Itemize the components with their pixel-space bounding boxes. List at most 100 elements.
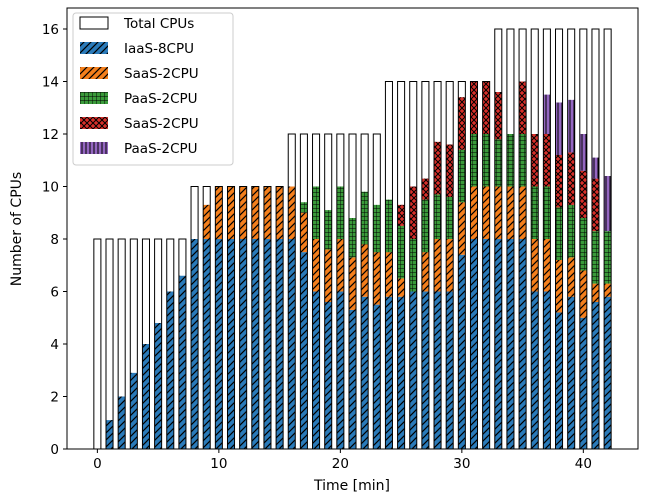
bar-hatch [543,239,551,292]
bar-hatch [397,225,405,279]
y-tick-label: 0 [50,442,59,458]
total-cpus-bar [93,238,102,450]
bar-hatch [312,239,320,292]
bar-hatch [166,291,174,449]
bar-hatch [543,94,551,134]
bar-hatch [446,144,454,197]
y-tick-label: 16 [42,22,59,38]
bar-hatch [446,197,454,239]
bar-hatch [519,186,527,239]
bar-hatch [555,155,563,208]
bar-hatch [519,239,527,449]
bar-hatch [348,257,357,310]
bar-hatch [591,283,600,302]
legend-label: Total CPUs [123,16,194,32]
y-tick-label: 12 [42,127,59,143]
bar-hatch [227,186,235,239]
bar-hatch [567,99,575,153]
bar-hatch [251,186,259,239]
bar-hatch [531,134,539,187]
bar-hatch [482,134,490,187]
bar-hatch [300,212,308,253]
bar-hatch [348,218,357,258]
bar-hatch [324,249,332,302]
y-tick-label: 6 [50,285,59,301]
bar-hatch [470,134,478,187]
bar-hatch [531,291,539,449]
bar-hatch [421,291,429,449]
bar-hatch [458,149,466,203]
bar-hatch [348,309,357,449]
bar-hatch [409,291,417,449]
bar-hatch [591,157,600,179]
x-tick-label: 10 [210,456,227,472]
bar-hatch [434,239,442,292]
y-tick-label: 14 [42,75,59,91]
total-cpus-bar [105,238,114,450]
bar-hatch [579,317,587,449]
bar-hatch [336,186,344,239]
legend-swatch-hatch [80,117,108,129]
x-axis: 0 10 20 30 40 [93,449,592,472]
legend-label: PaaS-2CPU [124,91,198,107]
bar-hatch [397,296,405,449]
bar-hatch [458,97,466,150]
bar-hatch [215,239,223,449]
bar-hatch [434,141,442,195]
bar-hatch [470,186,478,239]
bar-hatch [555,102,563,155]
bar-hatch [494,186,502,239]
bar-hatch [130,372,138,449]
bar-hatch [446,239,454,292]
bar-hatch [591,302,600,449]
bar-hatch [361,244,369,297]
bar-hatch [567,257,575,297]
bar-hatch [579,170,587,218]
bar-hatch [324,210,332,250]
bar-hatch [300,252,308,449]
bar-hatch [191,239,199,449]
y-tick-label: 8 [50,232,59,248]
bar-hatch [506,186,514,239]
bar-hatch [105,420,114,449]
bar-hatch [263,239,271,449]
x-axis-label: Time [min] [313,478,390,494]
bar-hatch [470,239,478,449]
bar-hatch [604,231,612,284]
bar-hatch [361,191,369,245]
bar-hatch [409,239,417,292]
bar-hatch [604,296,612,449]
bar-hatch [531,239,539,292]
bar-hatch [482,81,490,134]
bar-hatch [591,231,600,284]
bar-hatch [276,239,284,449]
bar-hatch [336,291,344,449]
bar-hatch [397,204,405,226]
legend-label: PaaS-2CPU [124,141,198,157]
x-tick-label: 0 [93,456,102,472]
bar-hatch [203,239,211,449]
bar-hatch [336,239,344,292]
bar-hatch [178,275,186,449]
bar-hatch [288,186,296,239]
bar-hatch [519,134,527,187]
bar-hatch [494,139,502,187]
bar-hatch [494,239,502,449]
bar-hatch [470,81,478,134]
x-tick-label: 20 [332,456,349,472]
bar-hatch [373,204,381,253]
y-tick-label: 2 [50,390,59,406]
bar-hatch [300,202,308,213]
bar-hatch [421,178,429,200]
bar-hatch [494,92,502,140]
bar-hatch [385,296,393,449]
bar-hatch [579,218,587,271]
legend-label: IaaS-8CPU [124,41,194,57]
bar-hatch [555,260,563,313]
bar-hatch [567,296,575,449]
bar-hatch [142,344,150,449]
bar-hatch [421,199,429,253]
bar-hatch [531,186,539,239]
bar-hatch [239,239,247,449]
